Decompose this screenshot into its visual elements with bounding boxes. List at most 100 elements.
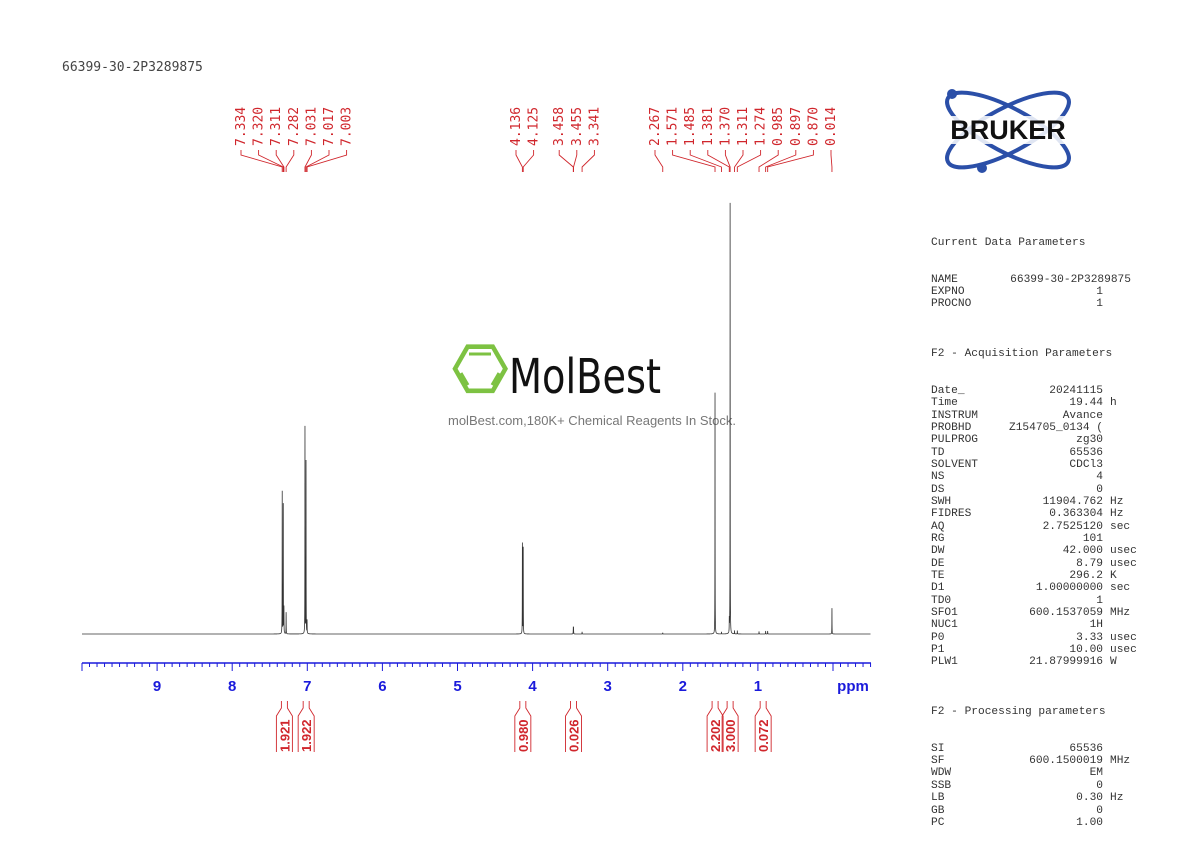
param-unit: usec xyxy=(1110,545,1137,558)
param-value: 8.79 xyxy=(1076,557,1103,570)
current-params-list: NAME 66399-30-2P3289875 EXPNO 1 PROCNO 1 xyxy=(931,274,1138,311)
param-row: PC 1.00 xyxy=(931,817,1138,829)
bruker-logo: BRUKER xyxy=(922,89,1094,173)
integral-value: 0.980 xyxy=(516,719,531,752)
param-value: 11904.762 xyxy=(1042,495,1103,508)
param-unit: usec xyxy=(1110,631,1137,644)
param-value: 19.44 xyxy=(1069,397,1103,410)
param-row: INSTRUM Avance xyxy=(931,410,1138,422)
param-row: TD0 1 xyxy=(931,595,1138,607)
peak-label: 1.274 xyxy=(754,107,769,146)
param-unit: MHz xyxy=(1110,755,1131,768)
proc-params-title: F2 - Processing parameters xyxy=(931,705,1106,718)
param-row: WDW EM xyxy=(931,767,1138,779)
peak-label: 7.031 xyxy=(304,107,319,146)
param-row: FIDRES 0.363304 Hz xyxy=(931,508,1138,520)
param-key: DW xyxy=(931,545,945,558)
peak-label-leader xyxy=(515,150,523,172)
param-row: RG 101 xyxy=(931,533,1138,545)
param-unit xyxy=(1103,286,1110,298)
integral-bracket xyxy=(721,701,739,752)
param-key: PULPROG xyxy=(931,434,978,447)
param-value: CDCl3 xyxy=(1069,458,1103,471)
param-key: EXPNO xyxy=(931,286,965,299)
param-value: 21.87999916 xyxy=(1029,656,1103,669)
param-key: NS xyxy=(931,471,945,484)
param-value: 10.00 xyxy=(1069,644,1103,657)
integral-bracket xyxy=(565,701,582,752)
param-value: 0.30 xyxy=(1076,792,1103,805)
param-key: NUC1 xyxy=(931,619,958,632)
peak-label-leader xyxy=(275,150,285,172)
x-tick-label: 8 xyxy=(228,678,236,695)
param-row: LB 0.30 Hz xyxy=(931,792,1138,804)
peak-label-leader xyxy=(305,150,330,172)
integral-bracket xyxy=(754,701,772,752)
integral-value: 1.922 xyxy=(299,719,314,752)
param-unit xyxy=(1103,422,1110,434)
param-unit: Hz xyxy=(1110,792,1124,805)
param-value: 600.1500019 xyxy=(1029,755,1103,768)
peak-label-leader xyxy=(522,150,535,172)
param-row: DS 0 xyxy=(931,484,1138,496)
param-unit: MHz xyxy=(1110,607,1131,619)
param-row: NAME 66399-30-2P3289875 xyxy=(931,274,1138,286)
param-row: GB 0 xyxy=(931,805,1138,817)
peak-label: 7.017 xyxy=(322,107,337,146)
peak-label: 0.870 xyxy=(806,107,821,146)
peak-label: 7.311 xyxy=(269,107,284,146)
integral-value: 1.921 xyxy=(277,719,292,752)
param-row: DE 8.79 usec xyxy=(931,558,1138,570)
peak-label: 7.320 xyxy=(252,107,267,146)
sample-name: 66399-30-2P3289875 xyxy=(62,60,203,75)
peak-label: 0.014 xyxy=(824,107,839,146)
x-tick-label: 2 xyxy=(679,678,687,695)
param-value: 3.33 xyxy=(1076,631,1103,644)
param-key: SFO1 xyxy=(931,607,958,619)
param-row: NUC1 1H xyxy=(931,619,1138,631)
param-unit: W xyxy=(1110,656,1117,669)
acq-params-title: F2 - Acquisition Parameters xyxy=(931,347,1113,360)
param-value: 1 xyxy=(1096,298,1103,311)
param-value: 1.00000000 xyxy=(1035,582,1103,595)
param-row: PULPROG zg30 xyxy=(931,434,1138,446)
param-value: 4 xyxy=(1096,471,1103,484)
param-row: Time 19.44 h xyxy=(931,397,1138,409)
param-value: 296.2 xyxy=(1069,569,1103,582)
peak-label: 1.571 xyxy=(666,107,681,146)
param-row: PROBHD Z154705_0134 ( xyxy=(931,422,1138,434)
param-unit xyxy=(1103,471,1110,483)
parameters-panel: Current Data Parameters NAME 66399-30-2P3… xyxy=(931,212,1138,842)
peak-label-leader xyxy=(724,150,731,172)
peak-label-leader xyxy=(767,150,814,172)
param-unit: Hz xyxy=(1110,495,1124,508)
param-value: 1.00 xyxy=(1076,816,1103,829)
param-value: 1H xyxy=(1089,619,1103,632)
param-value: 0.363304 xyxy=(1049,508,1103,521)
param-row: P1 10.00 usec xyxy=(931,644,1138,656)
spectrum-trace xyxy=(82,202,871,635)
param-value: 66399-30-2P3289875 xyxy=(1010,273,1131,286)
param-row: SFO1 600.1537059 MHz xyxy=(931,607,1138,619)
param-row: SSB 0 xyxy=(931,780,1138,792)
param-value: 2.7525120 xyxy=(1042,520,1103,533)
x-tick-label: 5 xyxy=(453,678,461,695)
param-unit xyxy=(1103,434,1110,446)
param-unit xyxy=(1103,780,1110,792)
param-key: FIDRES xyxy=(931,508,972,521)
param-unit xyxy=(1103,459,1110,471)
param-key: Time xyxy=(931,397,958,410)
param-unit: usec xyxy=(1110,644,1137,657)
peak-label: 0.897 xyxy=(789,107,804,146)
x-tick-label: 4 xyxy=(528,678,537,695)
param-unit xyxy=(1103,298,1110,310)
param-value: 65536 xyxy=(1069,446,1103,459)
param-value: 0 xyxy=(1096,779,1103,792)
peak-label-leader xyxy=(689,150,722,172)
param-unit xyxy=(1103,484,1110,496)
param-key: NAME xyxy=(931,273,958,286)
param-key: TE xyxy=(931,569,945,582)
param-row: AQ 2.7525120 sec xyxy=(931,521,1138,533)
param-unit xyxy=(1103,805,1110,817)
x-axis-label: ppm xyxy=(837,678,869,695)
